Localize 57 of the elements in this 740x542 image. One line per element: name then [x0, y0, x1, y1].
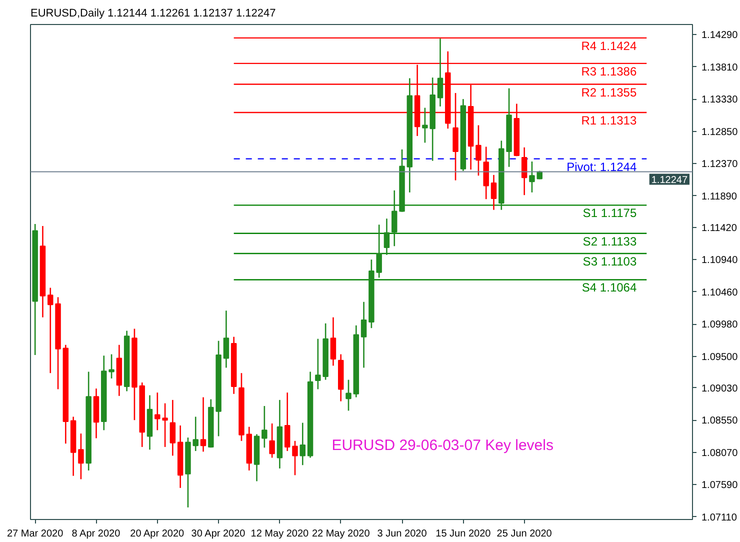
y-tick-label: 1.08550 — [702, 416, 738, 427]
y-tick-label: 1.12370 — [702, 159, 738, 170]
y-tick-label: 1.07110 — [702, 512, 738, 524]
candlestick — [284, 392, 290, 452]
y-tick-label: 1.09500 — [702, 352, 738, 363]
y-tick-label: 1.13810 — [702, 62, 738, 74]
x-tick-label: 15 Jun 2020 — [436, 528, 492, 540]
x-tick-label: 8 Apr 2020 — [72, 528, 121, 540]
candlestick — [223, 310, 230, 368]
candlestick — [392, 190, 398, 247]
x-tick-label: 12 May 2020 — [250, 528, 310, 540]
y-tick-label: 1.11890 — [702, 191, 738, 202]
series-label: R4 1.1424 — [581, 38, 637, 53]
chart-title: EURUSD,Daily 1.12144 1.12261 1.12137 1.12247 — [30, 8, 276, 20]
candlestick — [170, 399, 176, 456]
candlestick — [437, 38, 444, 108]
candlestick — [521, 146, 528, 196]
series-label: R3 1.1386 — [581, 64, 637, 78]
x-tick-label: 20 Apr 2020 — [130, 528, 185, 540]
candlestick — [330, 316, 336, 366]
y-tick-label: 1.12850 — [702, 126, 738, 138]
candlestick — [476, 124, 482, 176]
candlestick — [360, 301, 367, 368]
series-label: S2 1.1133 — [582, 234, 637, 248]
y-tick-label: 1.11420 — [702, 222, 738, 234]
y-tick-label: 1.10460 — [702, 287, 738, 298]
x-tick-label: 22 May 2020 — [312, 528, 370, 540]
candlestick — [269, 422, 275, 458]
annotation: EURUSD 29-06-03-07 Key levels — [332, 436, 554, 454]
candlestick — [300, 422, 306, 466]
candlestick — [48, 287, 54, 374]
series-label: S4 1.1064 — [582, 280, 637, 295]
candlestick — [292, 440, 298, 476]
series-label: S1 1.1175 — [582, 206, 637, 220]
y-tick-label: 1.14290 — [702, 30, 738, 42]
candlestick — [384, 218, 390, 256]
series-label: Pivot: 1.1244 — [566, 160, 637, 174]
candlestick — [78, 432, 84, 480]
y-tick-label: 1.10940 — [702, 255, 738, 266]
x-tick-label: 25 Jun 2020 — [496, 528, 552, 540]
candlestick — [490, 174, 497, 211]
x-tick-label: 27 Mar 2020 — [7, 528, 64, 540]
series-label: S3 1.1103 — [582, 254, 637, 269]
x-tick-label: 3 Jun 2020 — [377, 528, 428, 540]
ref-line-label: 1.12247 — [651, 174, 688, 186]
y-tick-label: 1.09030 — [702, 383, 738, 394]
series-label: R2 1.1355 — [581, 85, 637, 100]
series-label: R1 1.1313 — [581, 113, 637, 128]
candlestick — [346, 379, 352, 412]
candlestick — [262, 405, 268, 448]
candlestick — [200, 396, 206, 452]
candlestick — [483, 146, 489, 200]
y-tick-label: 1.13330 — [702, 94, 738, 106]
x-tick-label: 30 Apr 2020 — [191, 528, 246, 540]
y-tick-label: 1.07590 — [702, 480, 738, 492]
y-tick-label: 1.08070 — [702, 448, 738, 459]
y-tick-label: 1.09980 — [702, 320, 738, 331]
